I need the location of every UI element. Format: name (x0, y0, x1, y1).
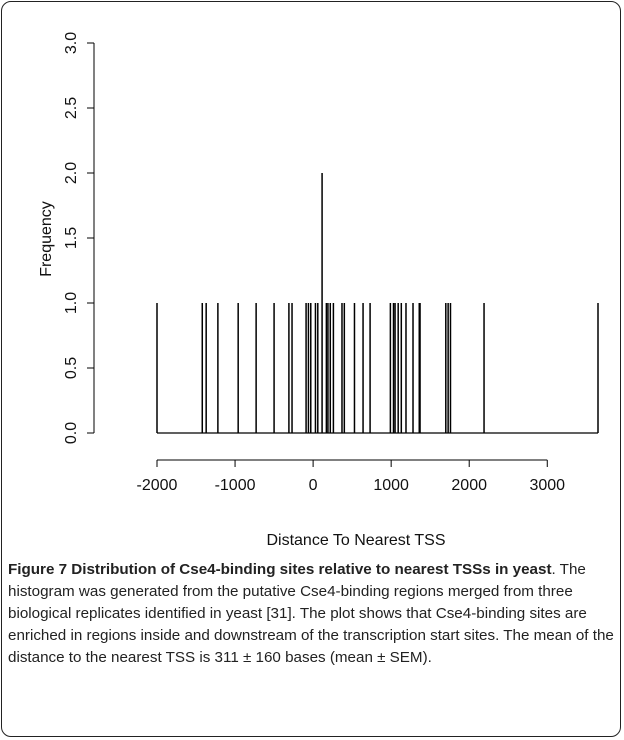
y-tick-label: 1.0 (63, 292, 80, 314)
y-tick-label: 0.0 (63, 422, 80, 444)
caption: Figure 7 Distribution of Cse4-binding si… (8, 559, 614, 669)
x-tick-label: 2000 (451, 477, 487, 494)
x-tick-label: -1000 (215, 477, 256, 494)
x-axis-label: Distance To Nearest TSS (266, 532, 445, 549)
y-tick-label: 0.5 (63, 357, 80, 379)
x-tick-label: 3000 (529, 477, 565, 494)
caption-text: . The histogram was generated from the p… (8, 561, 614, 666)
y-tick-label: 1.5 (63, 227, 80, 249)
y-tick-label: 2.0 (63, 162, 80, 184)
caption-title: Figure 7 Distribution of Cse4-binding si… (8, 561, 552, 578)
y-axis-label: Frequency (38, 201, 55, 277)
y-tick-label: 3.0 (63, 32, 80, 54)
x-tick-label: 0 (309, 477, 318, 494)
y-tick-label: 2.5 (63, 97, 80, 119)
chart: Distance To Nearest TSS Frequency 0.0 0.5… (38, 32, 599, 549)
x-tick-label: -2000 (137, 477, 178, 494)
x-tick-label: 1000 (373, 477, 409, 494)
